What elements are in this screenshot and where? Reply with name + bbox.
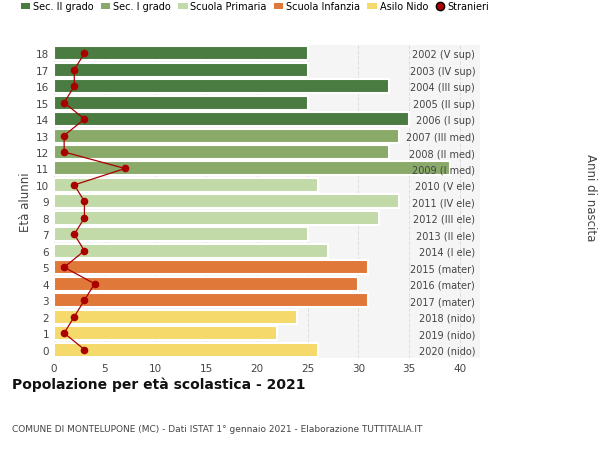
Point (70, 231, 79, 239)
Point (70, 67, 79, 74)
Point (80, 198, 89, 206)
Bar (54, 162, 449, 176)
Bar (54, 212, 379, 225)
Bar (54, 195, 399, 209)
Point (59, 149, 69, 157)
Point (90, 280, 100, 288)
Bar (54, 343, 318, 357)
Bar (54, 113, 409, 127)
Text: Anni di nascita: Anni di nascita (584, 154, 597, 241)
Point (80, 346, 89, 353)
Bar (54, 326, 277, 341)
Point (70, 313, 79, 321)
Bar (54, 129, 399, 143)
Text: COMUNE DI MONTELUPONE (MC) - Dati ISTAT 1° gennaio 2021 - Elaborazione TUTTITALI: COMUNE DI MONTELUPONE (MC) - Dati ISTAT … (12, 425, 422, 433)
Bar (54, 80, 389, 94)
Point (59, 100, 69, 107)
Bar (54, 261, 368, 274)
Legend: Sec. II grado, Sec. I grado, Scuola Primaria, Scuola Infanzia, Asilo Nido, Stran: Sec. II grado, Sec. I grado, Scuola Prim… (20, 2, 489, 12)
Point (80, 297, 89, 304)
Bar (54, 146, 389, 160)
Bar (54, 47, 308, 61)
Y-axis label: Età alunni: Età alunni (19, 172, 32, 232)
Point (120, 165, 130, 173)
Bar (54, 294, 368, 308)
Bar (54, 179, 318, 192)
Point (59, 330, 69, 337)
Bar (54, 310, 298, 324)
Bar (54, 277, 358, 291)
Bar (54, 228, 308, 242)
Point (70, 83, 79, 90)
Point (70, 182, 79, 189)
Point (59, 264, 69, 271)
Point (80, 50, 89, 58)
Point (80, 247, 89, 255)
Bar (54, 63, 308, 78)
Point (80, 215, 89, 222)
Point (59, 133, 69, 140)
Bar (54, 96, 308, 110)
Point (80, 116, 89, 123)
Bar (54, 244, 328, 258)
Text: Popolazione per età scolastica - 2021: Popolazione per età scolastica - 2021 (12, 376, 305, 391)
